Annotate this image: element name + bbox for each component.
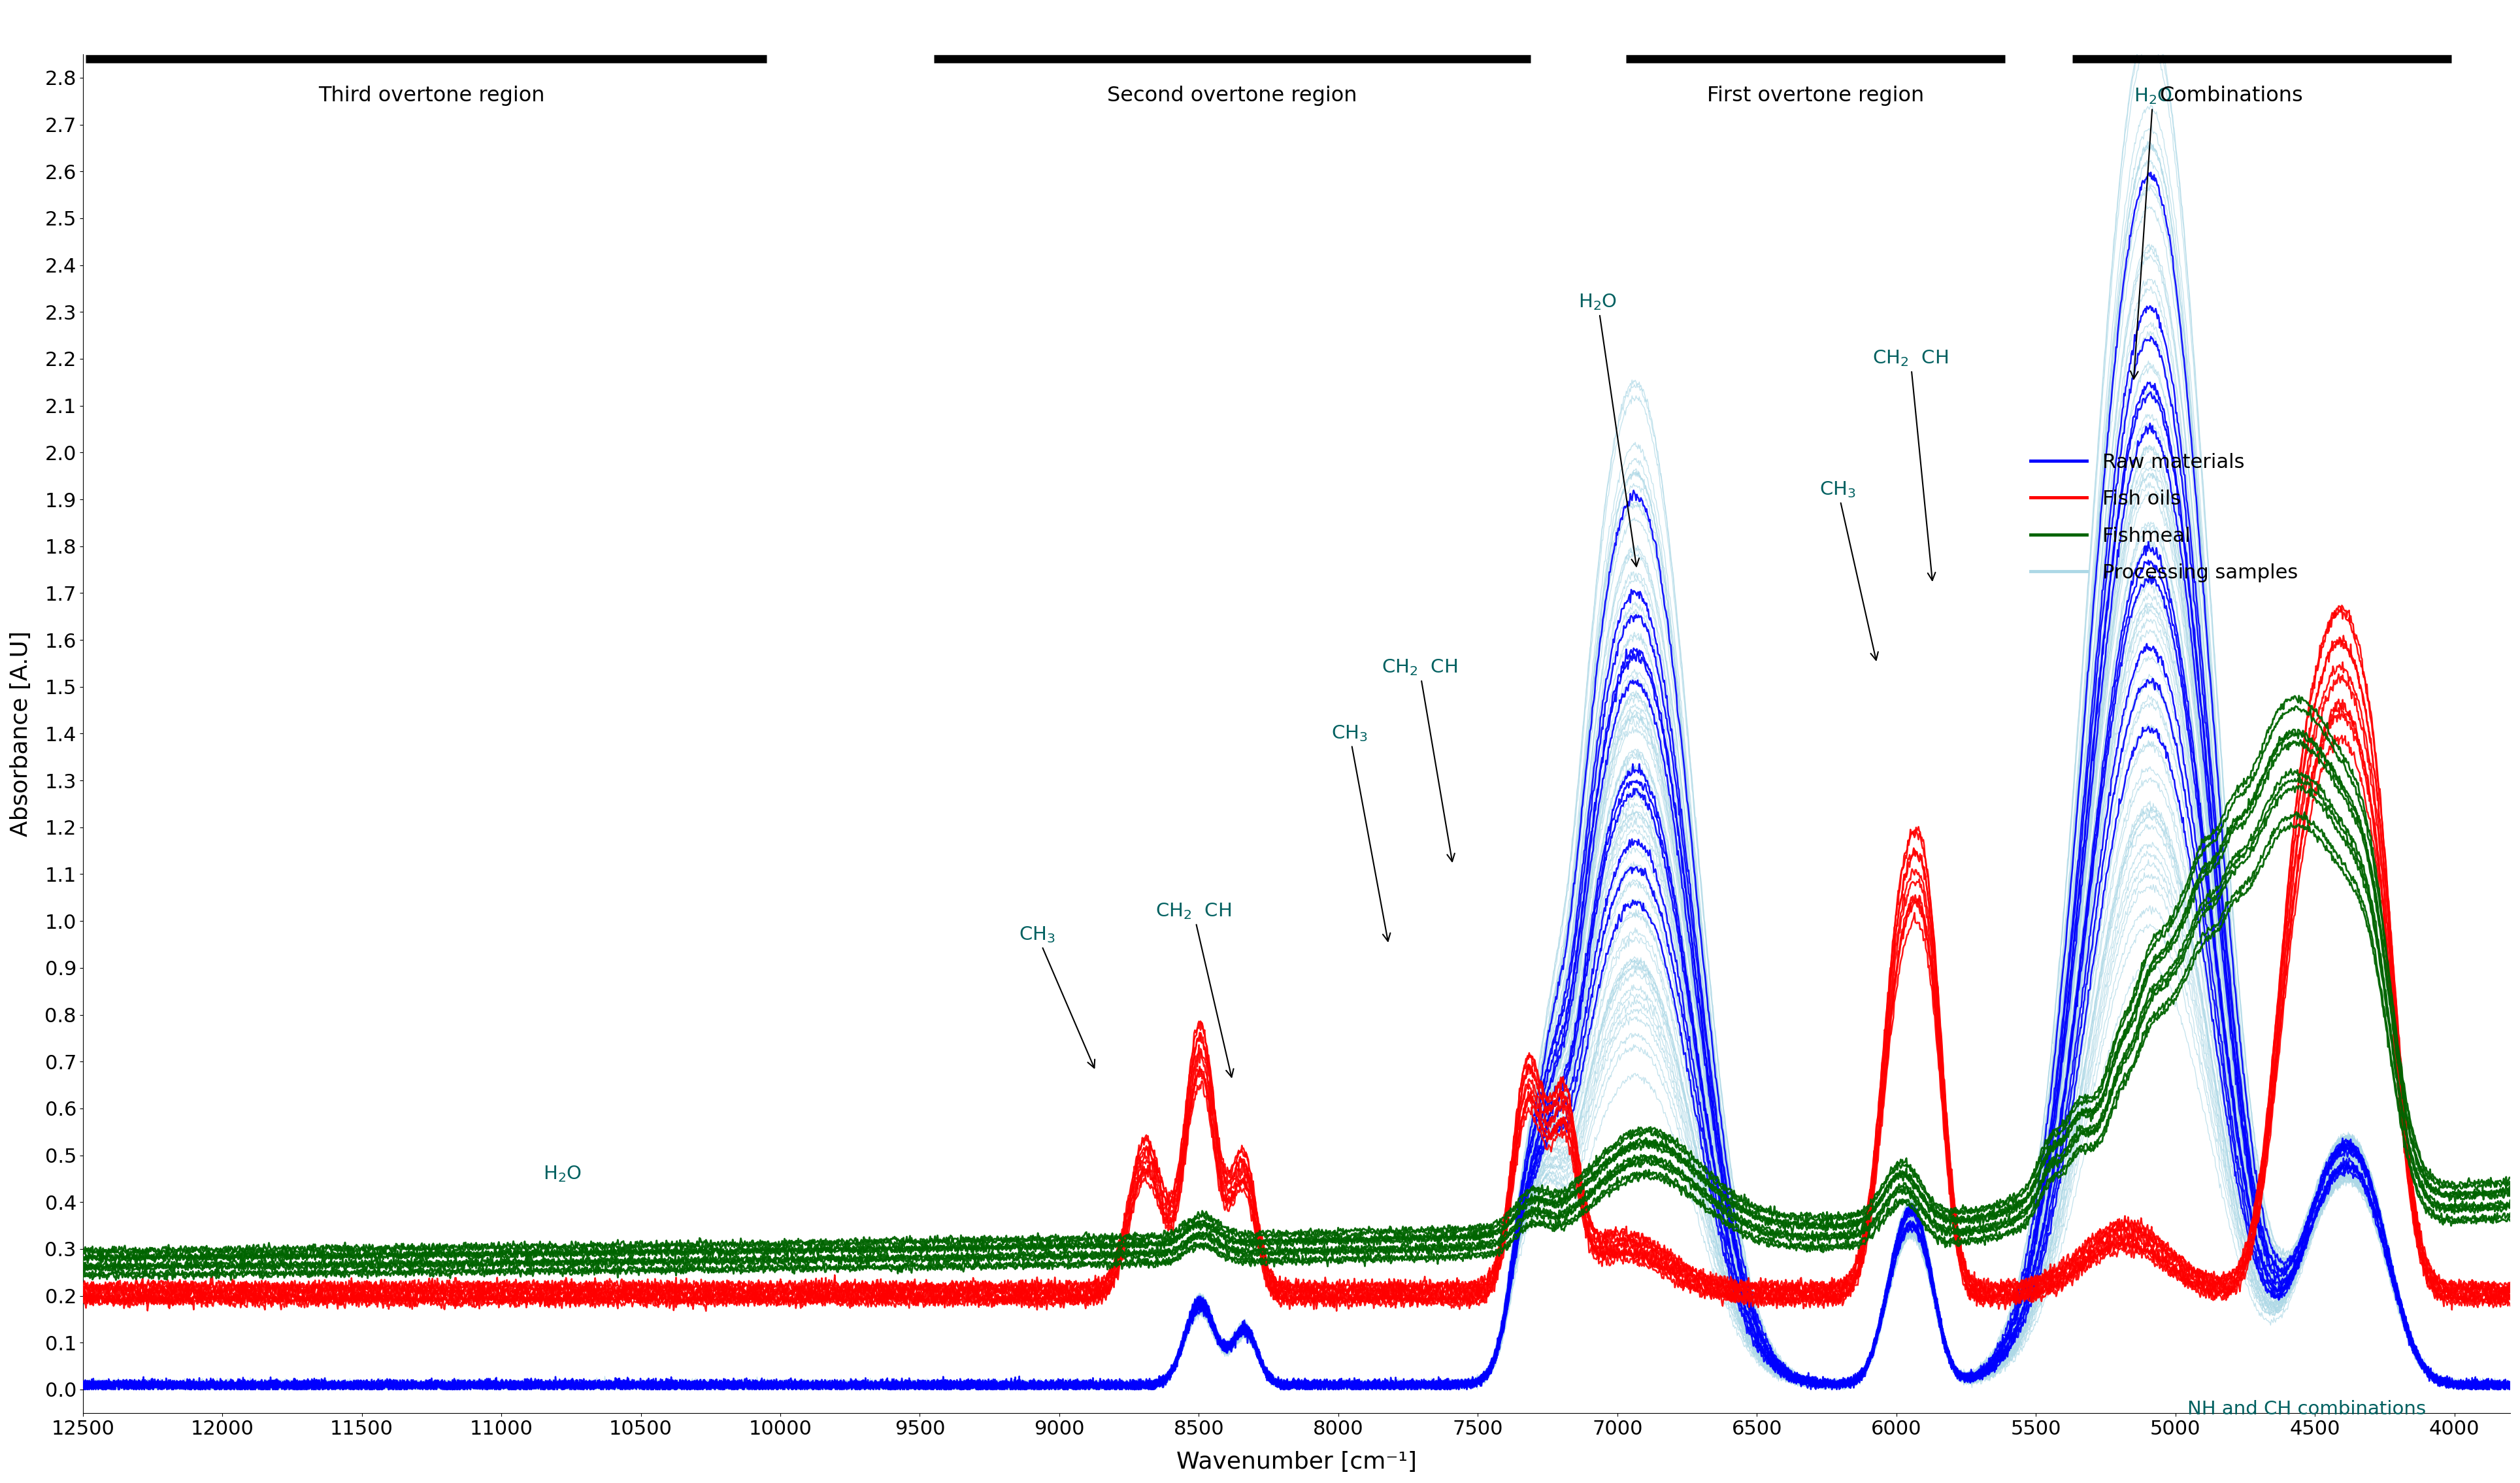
Text: Third overtone region: Third overtone region — [318, 86, 544, 105]
Text: CH$_2$  CH: CH$_2$ CH — [1381, 658, 1457, 862]
Text: H$_2$O: H$_2$O — [1578, 292, 1638, 567]
Text: CH$_2$  CH: CH$_2$ CH — [1872, 349, 1948, 580]
Text: CH$_2$  CH: CH$_2$ CH — [1154, 902, 1235, 1077]
Text: H$_2$O: H$_2$O — [544, 1164, 582, 1183]
Text: CH$_3$: CH$_3$ — [1018, 925, 1094, 1068]
Legend: Raw materials, Fish oils, Fishmeal, Processing samples: Raw materials, Fish oils, Fishmeal, Proc… — [2024, 445, 2306, 590]
Text: H$_2$O: H$_2$O — [2129, 86, 2172, 380]
Text: NH and CH combinations: NH and CH combinations — [2187, 1400, 2427, 1418]
Text: Second overtone region: Second overtone region — [1106, 86, 1358, 105]
Text: CH$_3$: CH$_3$ — [1331, 724, 1391, 942]
X-axis label: Wavenumber [cm⁻¹]: Wavenumber [cm⁻¹] — [1177, 1450, 1416, 1473]
Text: CH$_3$: CH$_3$ — [1819, 480, 1877, 660]
Text: First overtone region: First overtone region — [1706, 86, 1925, 105]
Y-axis label: Absorbance [A.U]: Absorbance [A.U] — [10, 630, 33, 836]
Text: Combinations: Combinations — [2160, 86, 2303, 105]
